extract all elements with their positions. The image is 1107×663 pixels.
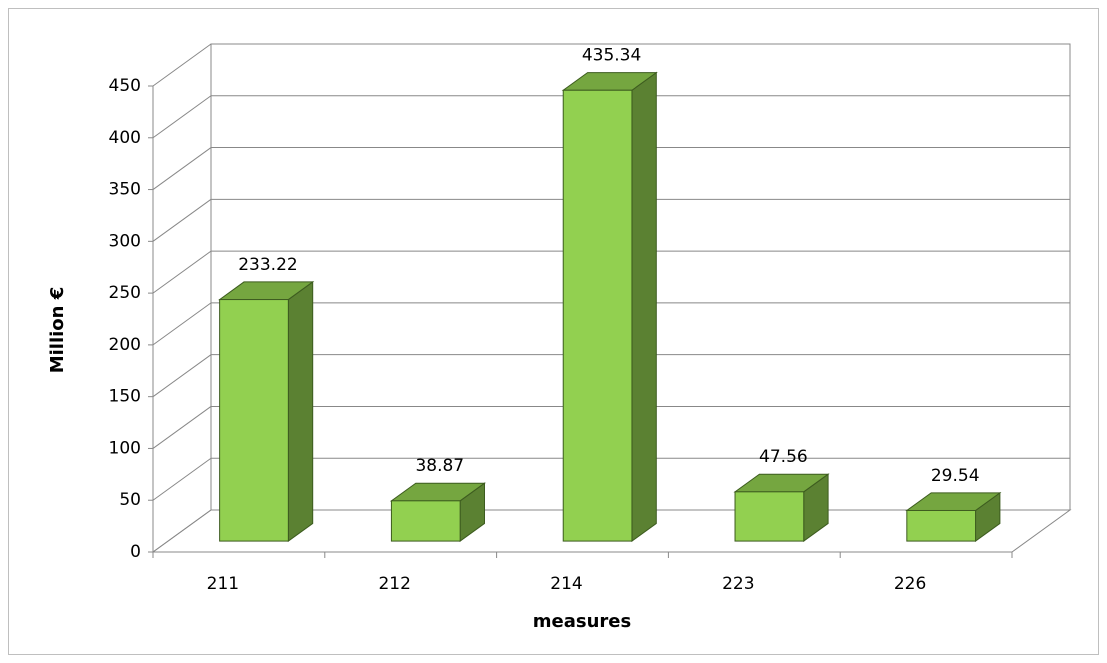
bar xyxy=(219,299,289,542)
y-tick-label: 50 xyxy=(119,490,141,510)
data-label: 38.87 xyxy=(415,456,464,476)
data-label: 435.34 xyxy=(582,46,641,66)
data-label: 233.22 xyxy=(238,255,297,275)
y-tick-label: 100 xyxy=(109,438,141,458)
bar-side xyxy=(631,71,657,543)
grid-line xyxy=(152,95,212,139)
grid-line xyxy=(152,406,212,449)
y-tick-label: 300 xyxy=(109,231,141,251)
grid-line xyxy=(152,147,212,190)
y-tick-label: 350 xyxy=(109,180,141,200)
x-tick-label: 214 xyxy=(550,574,582,594)
bar xyxy=(390,500,461,542)
y-tick-label: 150 xyxy=(109,387,141,407)
grid-line xyxy=(152,43,212,87)
data-label: 29.54 xyxy=(931,466,980,486)
x-tick-label: 226 xyxy=(894,574,926,594)
chart-frame xyxy=(8,8,1099,655)
bar-side xyxy=(287,280,314,543)
grid-line xyxy=(152,509,212,553)
grid-line xyxy=(152,250,212,294)
grid-line xyxy=(152,457,212,501)
y-tick-label: 250 xyxy=(109,283,141,303)
x-tick-label: 211 xyxy=(207,574,239,594)
grid-line xyxy=(152,198,212,242)
grid-line xyxy=(152,354,212,398)
y-tick-label: 450 xyxy=(109,76,141,96)
bar xyxy=(734,491,805,542)
data-label: 47.56 xyxy=(759,447,808,467)
y-tick-label: 0 xyxy=(130,542,141,562)
grid-line xyxy=(152,302,212,346)
y-tick-label: 400 xyxy=(109,128,141,148)
x-axis-title: measures xyxy=(533,611,631,632)
y-tick-label: 200 xyxy=(109,335,141,355)
y-axis-title: Million € xyxy=(47,287,68,374)
x-tick-label: 212 xyxy=(378,574,410,594)
bar xyxy=(562,89,633,542)
x-tick-label: 223 xyxy=(722,574,754,594)
bar xyxy=(906,509,977,542)
